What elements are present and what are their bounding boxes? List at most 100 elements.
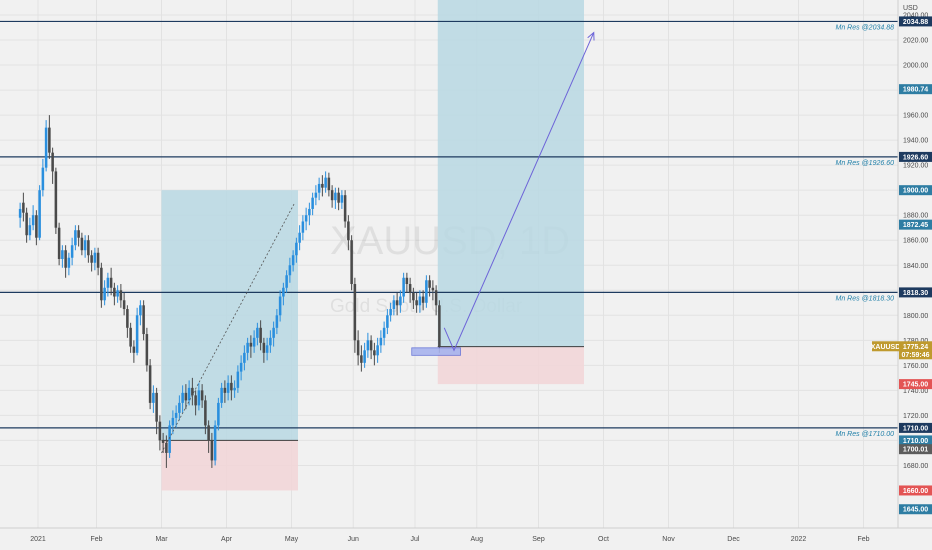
candle-body	[54, 171, 58, 228]
price-tick: 2020.00	[903, 38, 928, 45]
level-badge: 1926.60	[903, 154, 928, 161]
candle-body	[340, 195, 344, 203]
candle-body	[233, 387, 236, 391]
time-tick: Apr	[221, 536, 233, 543]
candle-body	[67, 257, 71, 268]
candle-body	[256, 327, 259, 338]
candle-body	[301, 221, 305, 233]
bar-countdown: 07:59:46	[901, 352, 929, 359]
candle-body	[109, 277, 113, 288]
time-axis: 2021 Feb Mar Apr May Jun Jul Aug Sep Oct Nov Dec 202…	[0, 527, 932, 543]
candle-body	[285, 275, 288, 288]
candle-body	[200, 390, 204, 401]
candle-body	[178, 402, 181, 413]
time-tick: Feb	[90, 536, 102, 543]
candle-body	[25, 212, 28, 236]
candle-body	[70, 245, 74, 258]
candle-body	[230, 382, 233, 391]
candle-body	[246, 342, 249, 353]
candle-body	[259, 327, 262, 343]
time-tick: Aug	[471, 536, 484, 543]
candle-body	[321, 183, 324, 188]
candle-body	[366, 340, 370, 351]
price-badge: 1872.45	[903, 222, 928, 229]
candle-body	[119, 290, 123, 301]
candle-body	[213, 425, 217, 461]
candle-body	[386, 315, 389, 328]
candle-body	[168, 425, 171, 453]
candle-body	[223, 387, 227, 393]
candle-body	[314, 192, 318, 198]
candle-body	[275, 315, 279, 328]
candle-body	[379, 337, 383, 346]
level-label: Mn Res @1818.30	[836, 295, 895, 302]
price-tick: 1740.00	[903, 388, 928, 395]
candle-body	[38, 190, 41, 238]
candle-body	[317, 183, 321, 193]
stop-zone	[437, 346, 584, 385]
price-badge-bg	[899, 435, 932, 446]
candle-body	[83, 240, 87, 251]
candle-body	[239, 362, 243, 372]
candle-body	[363, 350, 366, 363]
candle-body	[418, 296, 422, 306]
price-badge-bg	[899, 219, 932, 230]
price-tick: 1800.00	[903, 313, 928, 320]
level-badge: 1818.30	[903, 290, 928, 297]
candle-body	[217, 402, 220, 426]
candle-body	[265, 345, 269, 353]
level-label: Mn Res @1926.60	[836, 160, 895, 167]
candle-body	[262, 342, 266, 353]
candle-body	[226, 382, 230, 393]
candle-body	[291, 255, 295, 266]
candle-body	[324, 177, 327, 188]
candle-body	[395, 300, 399, 306]
candle-body	[425, 280, 428, 303]
time-tick: May	[285, 536, 299, 543]
candle-body	[278, 296, 282, 316]
candle-body	[100, 267, 103, 301]
candle-body	[304, 215, 308, 222]
price-badge: 1980.74	[903, 87, 928, 94]
time-tick: Jul	[411, 536, 420, 543]
price-tick: 1720.00	[903, 413, 928, 420]
candle-body	[142, 305, 145, 335]
price-tick: 2000.00	[903, 63, 928, 70]
candle-body	[210, 440, 214, 461]
candle-body	[327, 177, 331, 191]
candle-body	[298, 232, 301, 243]
last-price: 1775.24	[903, 344, 928, 351]
candle-body	[343, 195, 347, 222]
candle-body	[161, 440, 165, 443]
candle-body	[399, 296, 402, 306]
candle-body	[158, 421, 162, 441]
candle-body	[93, 252, 97, 263]
candle-body	[356, 340, 360, 356]
time-tick: 2022	[791, 536, 807, 543]
candle-body	[337, 192, 340, 203]
projection-arrow	[443, 32, 595, 352]
candle-body	[269, 337, 272, 346]
candle-body	[139, 305, 142, 316]
symbol-tag-bg	[872, 341, 899, 352]
candle-body	[282, 287, 285, 297]
candle-body	[369, 340, 373, 351]
candle-body	[197, 390, 201, 406]
price-tick: 1760.00	[903, 363, 928, 370]
candle-body	[382, 327, 386, 338]
candle-body	[113, 287, 116, 297]
candle-body	[103, 287, 106, 301]
candle-body	[412, 292, 415, 301]
time-tick: Sep	[532, 536, 545, 543]
price-badge-bg	[899, 444, 932, 455]
candle-body	[35, 215, 38, 238]
candle-body	[220, 387, 223, 403]
stop-zone	[161, 440, 298, 491]
time-tick: Nov	[662, 536, 675, 543]
price-tick: 1880.00	[903, 213, 928, 220]
candle-body	[116, 290, 119, 297]
candle-body	[191, 387, 194, 396]
time-tick: Dec	[727, 536, 740, 543]
